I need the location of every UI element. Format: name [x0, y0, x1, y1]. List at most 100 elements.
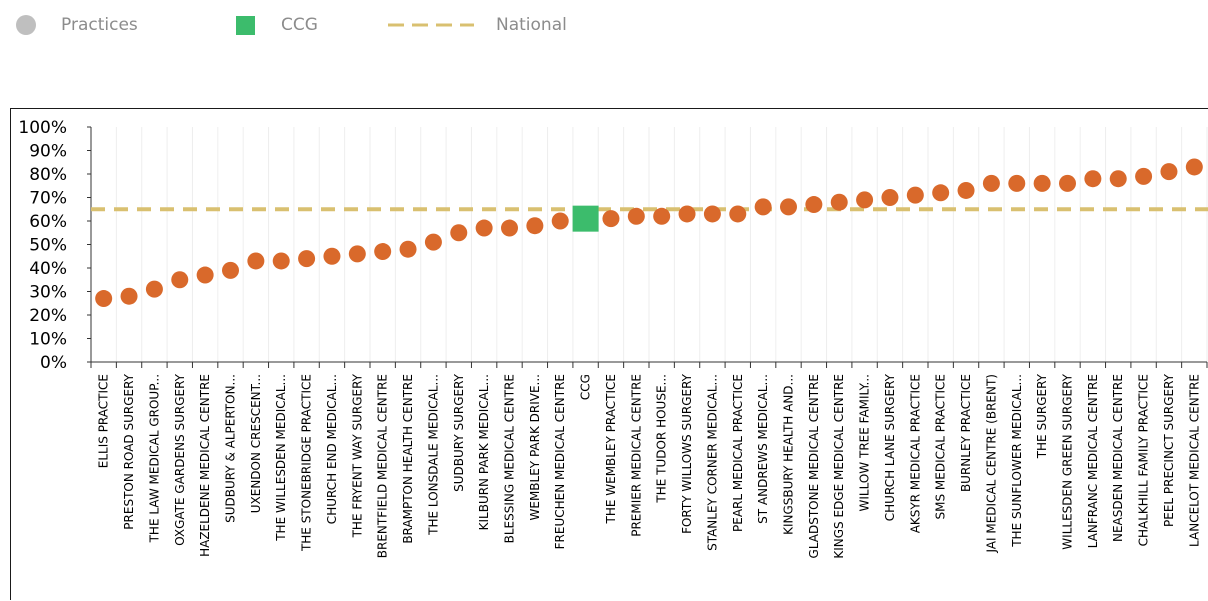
x-tick-label: THE TUDOR HOUSE... [655, 374, 669, 504]
practice-point [348, 245, 366, 263]
practice-point [754, 198, 772, 216]
x-tick-label: THE FRYENT WAY SURGERY [350, 373, 364, 538]
x-tick-label: LANCELOT MEDICAL CENTRE [1187, 374, 1201, 547]
practice-point [1008, 174, 1026, 192]
practice-point [627, 207, 645, 225]
x-tick-label: PREMIER MEDICAL CENTRE [629, 374, 643, 537]
dashed-line-icon [388, 23, 474, 27]
x-tick-label: THE LAW MEDICAL GROUP... [147, 374, 161, 543]
practice-point [1135, 167, 1153, 185]
legend-label-national: National [496, 15, 567, 35]
y-tick-label: 80% [29, 165, 67, 185]
practice-point [551, 212, 569, 230]
practice-point [653, 207, 671, 225]
x-tick-label: UXENDON CRESCENT... [249, 374, 263, 513]
practice-point [323, 247, 341, 265]
practice-point [424, 233, 442, 251]
y-tick-label: 0% [40, 353, 67, 373]
practice-point [1084, 170, 1102, 188]
grey-circle-icon [16, 15, 36, 35]
practice-point [881, 189, 899, 206]
legend-item-ccg: CCG [236, 14, 318, 36]
practice-point [120, 287, 138, 305]
x-tick-label: SMS MEDICAL PRACTICE [934, 374, 948, 520]
y-tick-label: 30% [29, 283, 67, 303]
x-tick-label: HAZELDENE MEDICAL CENTRE [198, 374, 212, 557]
x-tick-label: CCG [579, 374, 593, 400]
x-tick-label: THE WEMBLEY PRACTICE [604, 374, 618, 525]
y-tick-label: 10% [29, 330, 67, 350]
practice-point [1185, 158, 1203, 176]
green-square-icon [236, 15, 255, 35]
practice-point [805, 196, 823, 214]
x-tick-label: STANLEY CORNER MEDICAL... [705, 374, 719, 551]
practice-point [450, 224, 468, 242]
x-tick-label: THE WILLESDEN MEDICAL... [274, 374, 288, 542]
scatter-chart: 0% 10% 20% 30% 40% 50% 60% 70% 80% 90% 100% ELLIS P… [18, 118, 1208, 559]
x-tick-label: OXGATE GARDENS SURGERY [173, 373, 187, 545]
practice-point [374, 243, 392, 261]
chart-legend: Practices CCG National [0, 0, 1208, 50]
practice-point [856, 191, 874, 209]
practice-point [1109, 170, 1127, 188]
x-tick-label: THE SUNFLOWER MEDICAL... [1010, 374, 1024, 548]
x-tick-label: NEASDEN MEDICAL CENTRE [1111, 374, 1125, 542]
practice-point [196, 266, 214, 284]
x-tick-label: WILLESDEN GREEN SURGERY [1061, 373, 1075, 549]
legend-label-practices: Practices [61, 15, 138, 35]
x-tick-label: JAI MEDICAL CENTRE (BRENT) [984, 374, 998, 554]
x-tick-label: PRESTON ROAD SURGERY [122, 373, 136, 529]
practice-point [247, 252, 265, 270]
x-tick-label: CHALKHILL FAMILY PRACTICE [1137, 374, 1151, 546]
practice-point [475, 219, 493, 237]
practice-point [145, 280, 163, 298]
y-tick-label: 50% [29, 236, 67, 256]
practice-point [932, 184, 950, 202]
x-tick-label: PEARL MEDICAL PRACTICE [731, 374, 745, 532]
practice-point [729, 205, 747, 223]
practice-point [399, 240, 417, 258]
x-tick-label: SUDBURY SURGERY [452, 373, 466, 492]
x-tick-label: FREUCHEN MEDICAL CENTRE [553, 374, 567, 549]
practice-point [171, 271, 189, 289]
y-tick-label: 100% [18, 118, 67, 138]
legend-item-practices: Practices [16, 14, 138, 36]
x-tick-label: CHURCH END MEDICAL... [325, 374, 339, 524]
x-tick-label: THE LONSDALE MEDICAL... [426, 374, 440, 536]
x-tick-label: CHURCH LANE SURGERY [883, 373, 897, 521]
x-tick-label: FORTY WILLOWS SURGERY [680, 373, 694, 534]
x-tick-label: LANFRANC MEDICAL CENTRE [1086, 374, 1100, 548]
x-tick-label: ELLIS PRACTICE [97, 374, 111, 468]
practice-point [501, 219, 518, 237]
y-tick-label: 20% [29, 306, 67, 326]
practice-point [957, 181, 975, 199]
legend-label-ccg: CCG [281, 15, 318, 35]
x-tick-label: WILLOW TREE FAMILY... [858, 374, 872, 511]
x-tick-label: PEEL PRECINCT SURGERY [1162, 373, 1176, 527]
practice-point [1059, 174, 1076, 192]
x-tick-label: BLESSING MEDICAL CENTRE [503, 374, 517, 543]
y-tick-label: 90% [29, 142, 67, 162]
x-tick-label: BURNLEY PRACTICE [959, 374, 973, 492]
practice-point [222, 261, 239, 279]
practice-point [1160, 163, 1178, 181]
practice-point [1033, 174, 1051, 192]
y-tick-label: 60% [29, 212, 67, 232]
y-tick-label: 40% [29, 259, 67, 279]
x-tick-label: BRENTFIELD MEDICAL CENTRE [376, 374, 390, 558]
practice-point [703, 205, 721, 223]
x-tick-label: GLADSTONE MEDICAL CENTRE [807, 374, 821, 558]
practice-point [830, 193, 848, 211]
x-tick-label: SUDBURY & ALPERTON... [224, 374, 238, 523]
x-tick-label: AKSYR MEDICAL PRACTICE [908, 374, 922, 533]
practice-point [780, 198, 797, 216]
x-tick-label: THE SURGERY [1035, 373, 1049, 459]
x-tick-label: WEMBLEY PARK DRIVE... [528, 374, 542, 521]
practice-point [272, 252, 290, 270]
x-tick-label: KINGS EDGE MEDICAL CENTRE [832, 374, 846, 559]
y-tick-label: 70% [29, 189, 67, 209]
x-tick-label: BRAMPTON HEALTH CENTRE [401, 374, 415, 544]
practice-point [526, 217, 544, 235]
practice-point [982, 174, 1000, 192]
x-tick-label: ST ANDREWS MEDICAL... [756, 374, 770, 524]
